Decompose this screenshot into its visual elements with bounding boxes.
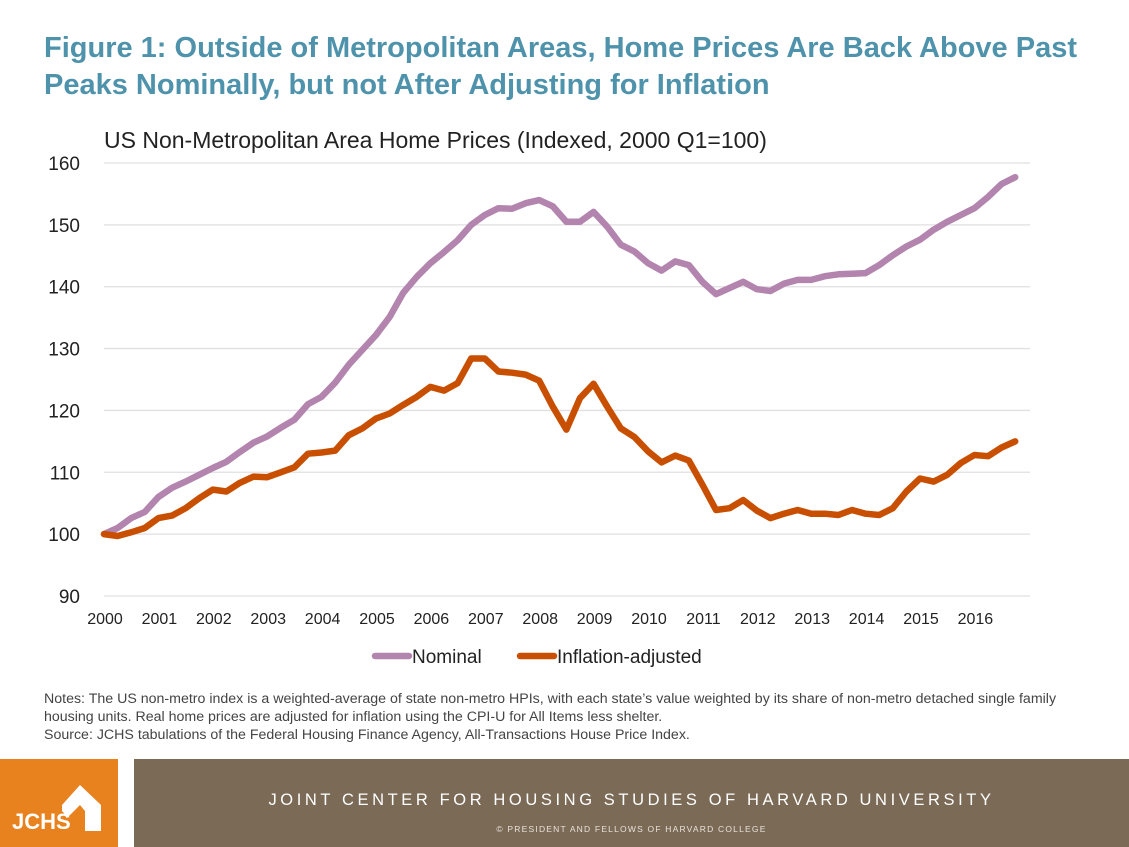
notes-text: Notes: The US non-metro index is a weigh… [44,691,1057,725]
logo-text: JCHS [12,809,71,834]
series-line-inflation-adjusted [100,355,1019,540]
x-tick-label: 2013 [794,611,830,628]
jchs-logo: JCHS [0,759,118,847]
x-tick-label: 2010 [631,611,667,628]
x-tick-label: 2005 [359,611,395,628]
x-tick-label: 2008 [522,611,558,628]
gridlines [104,162,1030,597]
x-tick-label: 2014 [849,611,885,628]
x-tick-label: 2003 [250,611,286,628]
legend-label: Inflation-adjusted [557,647,702,668]
series-lines [100,173,1019,540]
y-tick-label: 130 [48,340,80,361]
x-tick-label: 2004 [305,611,341,628]
legend: Nominal Inflation-adjusted [371,647,702,668]
copyright: © PRESIDENT AND FELLOWS OF HARVARD COLLE… [496,824,767,834]
y-tick-label: 160 [48,154,80,175]
figure-title: Figure 1: Outside of Metropolitan Areas,… [44,32,1077,101]
house-icon [62,785,101,831]
y-tick-label: 100 [48,525,80,546]
x-axis-ticks: 2000 2001 2002 2003 2004 2005 2006 2007 2008 2009… [87,611,993,628]
x-tick-label: 2015 [903,611,939,628]
y-axis-ticks: 90 100 110 120 130 140 150 160 [48,154,80,608]
x-tick-label: 2006 [414,611,450,628]
footer-band: JOINT CENTER FOR HOUSING STUDIES OF HARV… [134,759,1129,847]
y-tick-label: 110 [50,463,80,484]
series-line-nominal [100,173,1019,538]
y-tick-label: 90 [59,587,80,608]
y-tick-label: 150 [48,216,80,237]
x-tick-label: 2016 [958,611,994,628]
source-text: Source: JCHS tabulations of the Federal … [44,727,690,743]
chart-notes: Notes: The US non-metro index is a weigh… [44,690,1104,744]
line-chart: 90 100 110 120 130 140 150 160 2000 2001 2002 2003… [48,154,1030,668]
x-tick-label: 2002 [196,611,232,628]
y-tick-label: 120 [48,401,80,422]
chart-title: US Non-Metropolitan Area Home Prices (In… [104,127,767,153]
organization-name: JOINT CENTER FOR HOUSING STUDIES OF HARV… [268,791,995,809]
y-tick-label: 140 [48,278,80,299]
x-tick-label: 2011 [686,611,721,628]
legend-label: Nominal [412,647,482,668]
x-tick-label: 2012 [740,611,776,628]
x-tick-label: 2009 [577,611,613,628]
x-tick-label: 2001 [142,611,178,628]
x-tick-label: 2000 [87,611,123,628]
x-tick-label: 2007 [468,611,504,628]
